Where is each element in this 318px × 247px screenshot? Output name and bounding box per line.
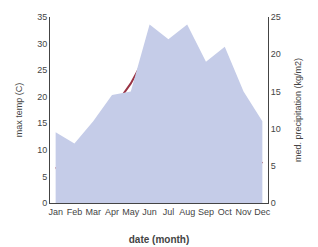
svg-text:May: May <box>122 207 140 217</box>
svg-text:med. precipitation (kg/m2): med. precipitation (kg/m2) <box>293 58 303 162</box>
svg-text:30: 30 <box>37 39 47 49</box>
svg-text:Sep: Sep <box>198 207 214 217</box>
svg-text:date (month): date (month) <box>129 234 190 245</box>
svg-text:10: 10 <box>37 145 47 155</box>
svg-text:5: 5 <box>271 161 276 171</box>
svg-text:5: 5 <box>42 172 47 182</box>
svg-text:0: 0 <box>42 198 47 208</box>
svg-text:Dec: Dec <box>254 207 271 217</box>
svg-text:20: 20 <box>37 92 47 102</box>
svg-text:Jul: Jul <box>163 207 175 217</box>
svg-text:Feb: Feb <box>67 207 83 217</box>
svg-text:20: 20 <box>271 49 281 59</box>
svg-text:max temp (C): max temp (C) <box>14 83 24 138</box>
svg-text:35: 35 <box>37 12 47 22</box>
svg-text:15: 15 <box>37 118 47 128</box>
svg-text:Jan: Jan <box>48 207 63 217</box>
svg-text:Mar: Mar <box>85 207 101 217</box>
svg-text:Oct: Oct <box>218 207 233 217</box>
svg-text:10: 10 <box>271 124 281 134</box>
svg-text:0: 0 <box>271 198 276 208</box>
svg-text:Jun: Jun <box>142 207 157 217</box>
svg-text:25: 25 <box>37 65 47 75</box>
svg-text:Nov: Nov <box>236 207 253 217</box>
svg-text:Aug: Aug <box>179 207 195 217</box>
svg-text:Apr: Apr <box>105 207 119 217</box>
svg-text:25: 25 <box>271 12 281 22</box>
svg-text:15: 15 <box>271 87 281 97</box>
